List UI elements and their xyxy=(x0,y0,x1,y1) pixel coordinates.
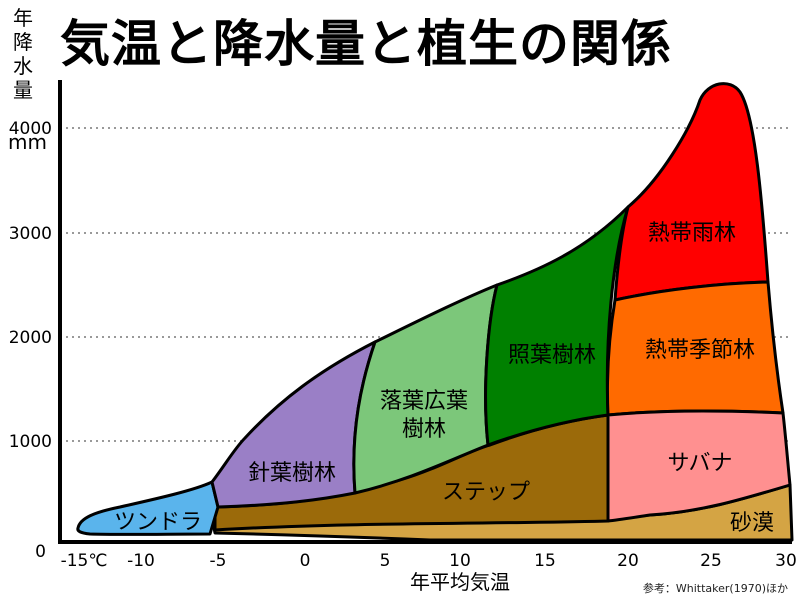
y-tick-label: 0 xyxy=(35,542,46,562)
x-tick-label: 10 xyxy=(449,551,471,571)
y-tick-label: 3000 xyxy=(9,224,52,244)
label-tropical-seasonal: 熱帯季節林 xyxy=(645,338,755,363)
x-tick-label: 15 xyxy=(534,551,556,571)
label-steppe: ステップ xyxy=(442,480,530,505)
y-axis-label-char: 水 xyxy=(13,54,33,78)
label-deciduous-line1: 落葉広葉 xyxy=(380,389,468,414)
x-tick-label: -10 xyxy=(127,551,155,571)
x-tick-label: 5 xyxy=(380,551,391,571)
y-tick-label: 4000 xyxy=(9,119,52,139)
label-desert: 砂漠 xyxy=(730,511,774,536)
page-title: 気温と降水量と植生の関係 xyxy=(60,15,672,73)
y-axis-label-char: 量 xyxy=(13,78,33,102)
axes xyxy=(58,80,792,544)
x-tick-label: -15℃ xyxy=(61,551,108,571)
region-tropical-rainforest xyxy=(613,82,770,302)
region-savanna xyxy=(606,409,792,523)
region-tundra xyxy=(76,480,220,536)
x-axis-title: 年平均気温 xyxy=(410,570,510,594)
y-tick-label: 2000 xyxy=(9,328,52,348)
y-axis-label-char: 降 xyxy=(13,30,33,54)
y-axis-label: 年 降 水 量 xyxy=(8,6,38,102)
label-savanna: サバナ xyxy=(667,451,732,476)
x-tick-label: -5 xyxy=(210,551,227,571)
x-tick-label: 20 xyxy=(617,551,639,571)
label-deciduous-line2: 樹林 xyxy=(402,417,446,442)
y-axis-unit: mm xyxy=(8,130,47,154)
label-tropical-rainforest: 熱帯雨林 xyxy=(648,221,736,246)
x-tick-label: 30 xyxy=(775,551,797,571)
label-coniferous: 針葉樹林 xyxy=(248,461,336,486)
y-tick-label: 1000 xyxy=(9,432,52,452)
x-tick-label: 25 xyxy=(700,551,722,571)
y-axis-label-char: 年 xyxy=(13,6,33,30)
label-tundra: ツンドラ xyxy=(114,510,202,535)
x-tick-label: 0 xyxy=(300,551,311,571)
gridlines xyxy=(60,127,790,442)
source-credit: 参考：Whittaker(1970)ほか xyxy=(642,582,788,595)
label-evergreen: 照葉樹林 xyxy=(508,343,596,368)
